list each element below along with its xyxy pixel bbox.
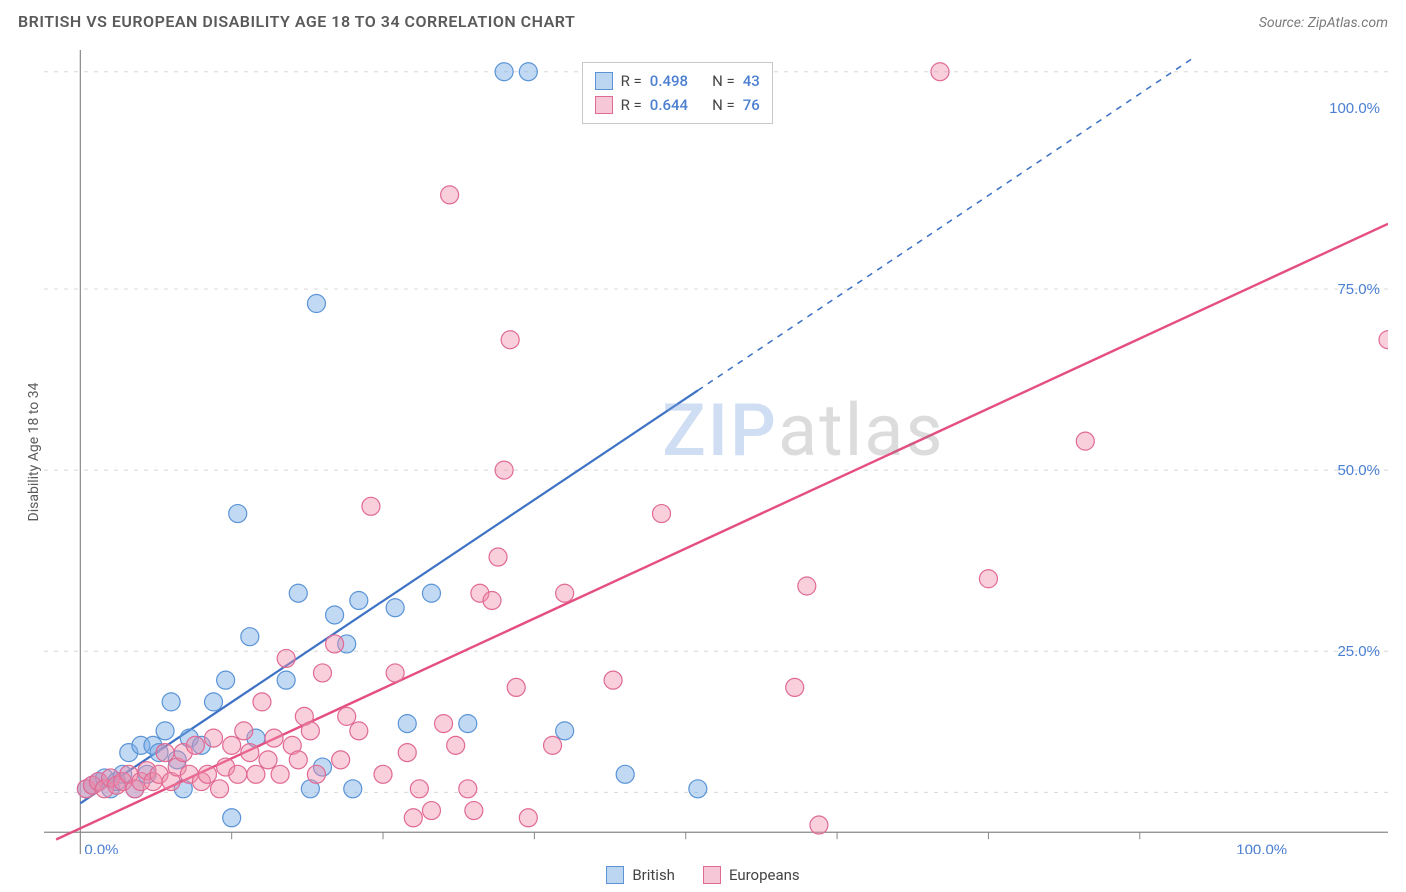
- svg-text:100.0%: 100.0%: [1329, 100, 1380, 117]
- svg-text:0.0%: 0.0%: [84, 841, 118, 854]
- r-label: R =: [621, 93, 642, 117]
- n-value: 76: [743, 93, 760, 117]
- scatter-plot: 25.0% 50.0% 75.0% 100.0% 0.0% 100.0%: [44, 50, 1388, 854]
- series-swatch: [595, 96, 613, 114]
- n-label: N =: [712, 93, 735, 117]
- svg-text:25.0%: 25.0%: [1337, 643, 1380, 660]
- n-value: 43: [743, 69, 760, 93]
- r-label: R =: [621, 69, 642, 93]
- correlation-stats-box: R = 0.498 N = 43 R = 0.644 N = 76: [582, 62, 773, 124]
- legend-item: British: [606, 866, 675, 884]
- chart-title: BRITISH VS EUROPEAN DISABILITY AGE 18 TO…: [18, 12, 575, 31]
- legend-swatch: [606, 866, 624, 884]
- legend-label: Europeans: [729, 866, 800, 884]
- n-label: N =: [712, 69, 735, 93]
- legend-swatch: [703, 866, 721, 884]
- source-label: Source: ZipAtlas.com: [1259, 15, 1388, 31]
- stats-row: R = 0.498 N = 43: [595, 69, 760, 93]
- svg-text:100.0%: 100.0%: [1236, 841, 1287, 854]
- legend-item: Europeans: [703, 866, 800, 884]
- r-value: 0.644: [650, 93, 688, 117]
- y-axis-label: Disability Age 18 to 34: [26, 383, 42, 522]
- series-swatch: [595, 72, 613, 90]
- svg-text:50.0%: 50.0%: [1337, 462, 1380, 479]
- svg-text:75.0%: 75.0%: [1337, 281, 1380, 298]
- plot-area: Disability Age 18 to 34 25.0%50.0%75.0%1…: [44, 50, 1388, 854]
- stats-row: R = 0.644 N = 76: [595, 93, 760, 117]
- r-value: 0.498: [650, 69, 688, 93]
- legend: British Europeans: [0, 866, 1406, 884]
- legend-label: British: [632, 866, 675, 884]
